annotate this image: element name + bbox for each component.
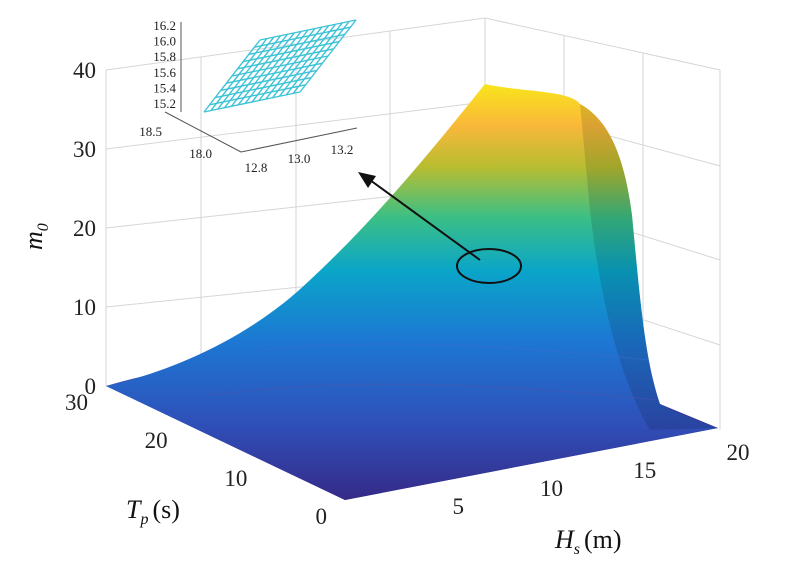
inset-mesh-line: [224, 35, 282, 109]
inset-z-tick-label: 15.6: [153, 65, 176, 80]
z-tick-label: 10: [73, 295, 96, 320]
inset-y-tick-label: 18.5: [139, 124, 162, 139]
inset-z-tick-label: 15.8: [153, 49, 176, 64]
y-axis-label: Tp (s): [126, 495, 180, 528]
surface-contour: [259, 343, 649, 361]
inset-x-tick-label: 13.0: [288, 151, 311, 166]
inset-wireframe: [164, 19, 358, 153]
inset-mesh-line: [285, 22, 343, 96]
callout-arrowhead: [358, 172, 376, 188]
callout-arrow-line: [369, 179, 481, 261]
inset-z-tick-label: 15.4: [153, 80, 176, 95]
surface-right-shade: [580, 104, 718, 430]
inset-mesh-line: [217, 36, 275, 110]
inset-mesh-line: [237, 32, 295, 106]
inset-mesh-line: [210, 38, 268, 112]
inset-z-tick-label: 16.0: [153, 34, 176, 49]
inset-mesh-line: [203, 39, 261, 113]
y-tick-label: 20: [145, 428, 168, 453]
inset-z-tick-label: 15.2: [153, 96, 176, 111]
inset-mesh-line: [265, 26, 323, 100]
inset-mesh-line: [244, 30, 302, 104]
x-axis-label: Hs (m): [554, 525, 622, 558]
y-tick-label: 0: [316, 504, 328, 529]
inset-mesh-line: [278, 23, 336, 97]
inset-x-tick-label: 13.2: [331, 142, 354, 157]
x-tick-label: 5: [453, 494, 465, 519]
x-tick-label: 15: [633, 458, 656, 483]
inset-mesh-line: [272, 25, 330, 99]
z-tick-label: 30: [73, 137, 96, 162]
x-tick-label: 10: [540, 476, 563, 501]
surface-sheet: [106, 84, 718, 500]
inset-mesh-line: [258, 28, 316, 102]
z-tick-label: 40: [73, 58, 96, 83]
z-tick-label: 20: [73, 216, 96, 241]
y-tick-label: 30: [65, 390, 88, 415]
inset-mesh-line: [292, 20, 350, 94]
z-axis-label: m0: [19, 223, 52, 250]
inset-mesh-line: [299, 19, 357, 93]
inset-y-tick-label: 18.0: [189, 146, 212, 161]
highlight-ellipse: [456, 248, 522, 284]
callout: [358, 172, 522, 284]
inset-x-tick-label: 12.8: [245, 160, 268, 175]
surface-mesh: [106, 84, 718, 500]
x-tick-label: 20: [727, 440, 750, 465]
inset-mesh-line: [230, 33, 288, 107]
inset-z-tick-label: 16.2: [153, 18, 176, 33]
z-tick-label: 0: [85, 374, 97, 399]
inset-mesh-line: [251, 29, 309, 103]
surface-contour: [209, 383, 656, 401]
y-tick-label: 10: [224, 466, 247, 491]
